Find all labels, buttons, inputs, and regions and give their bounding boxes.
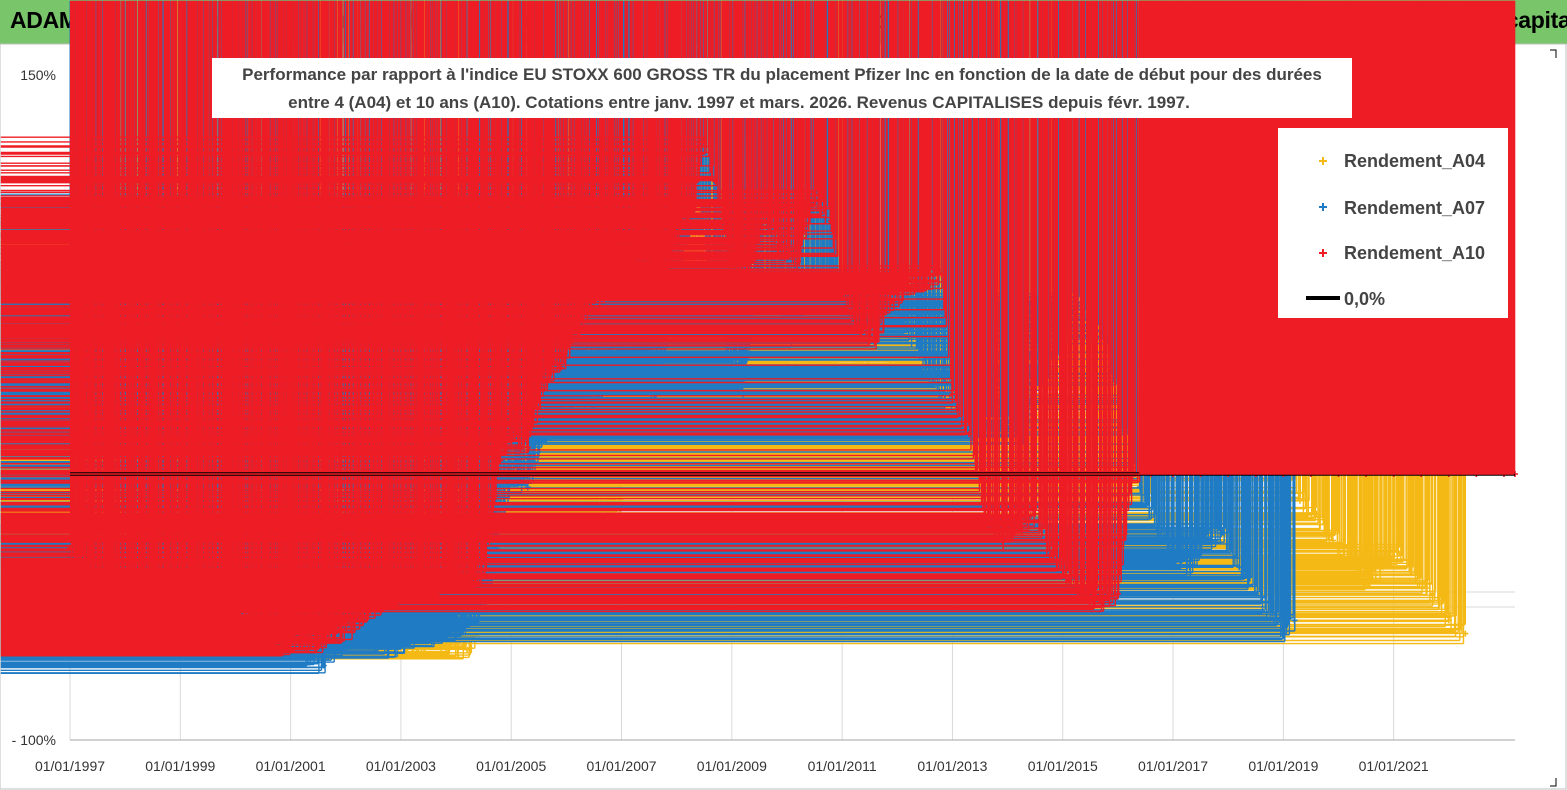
x-tick-label: 01/01/2017 [1138, 758, 1208, 774]
legend-label-a10: Rendement_A10 [1344, 243, 1485, 263]
x-tick-label: 01/01/1999 [145, 758, 215, 774]
x-tick-label: 01/01/2019 [1248, 758, 1318, 774]
chart-title-line-1: Performance par rapport à l'indice EU ST… [242, 65, 1322, 84]
x-tick-label: 01/01/2001 [256, 758, 326, 774]
legend-item-a07: Rendement_A07 [1319, 198, 1485, 218]
x-tick-label: 01/01/2011 [808, 758, 877, 774]
x-tick-label: 01/01/2003 [366, 758, 436, 774]
legend-label-a07: Rendement_A07 [1344, 198, 1485, 218]
corner-mark-top-right [1550, 49, 1557, 58]
x-tick-label: 01/01/1997 [35, 758, 105, 774]
corner-mark-bottom-right [1550, 778, 1557, 787]
corner-marks [1550, 49, 1557, 787]
y-tick-label: 150% [20, 67, 56, 83]
legend-item-a10: Rendement_A10 [1319, 243, 1485, 263]
x-tick-label: 01/01/2021 [1359, 758, 1429, 774]
x-tick-label: 01/01/2009 [697, 758, 767, 774]
x-tick-label: 01/01/2015 [1028, 758, 1098, 774]
legend-label-zero: 0,0% [1344, 289, 1385, 309]
x-tick-label: 01/01/2013 [917, 758, 987, 774]
x-tick-label: 01/01/2005 [476, 758, 546, 774]
chart-title-line-2: entre 4 (A04) et 10 ans (A10). Cotations… [288, 93, 1190, 112]
chart-title: Performance par rapport à l'indice EU ST… [212, 58, 1352, 118]
legend: Rendement_A04 Rendement_A07 Rendement_A1… [1278, 128, 1508, 318]
legend-item-a04: Rendement_A04 [1319, 151, 1485, 171]
series-layer [0, 0, 1518, 674]
legend-label-a04: Rendement_A04 [1344, 151, 1485, 171]
y-tick-label: - 100% [12, 732, 56, 748]
x-tick-label: 01/01/2007 [586, 758, 656, 774]
x-axis: 01/01/1997 01/01/1999 01/01/2001 01/01/2003… [35, 739, 1515, 774]
